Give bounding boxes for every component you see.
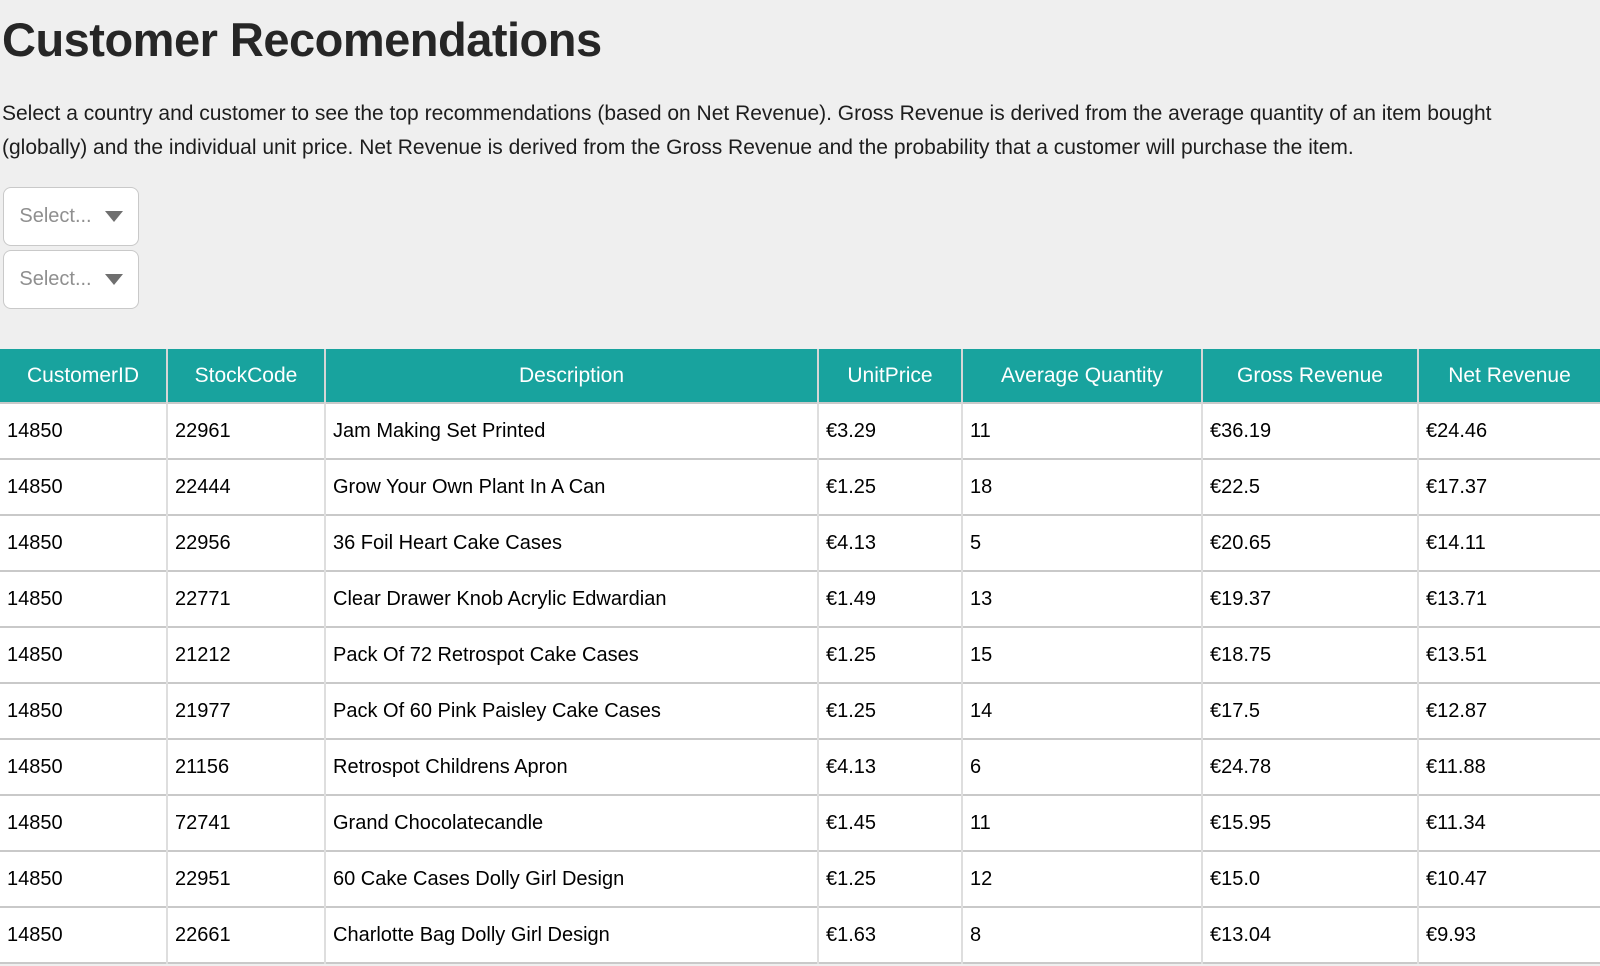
cell-gross_revenue: €22.5 — [1201, 458, 1418, 515]
table-row: 14850 72741 Grand Chocolatecandle €1.45 11 €1… — [0, 794, 1600, 851]
cell-description: Pack Of 60 Pink Paisley Cake Cases — [324, 682, 818, 739]
column-header-net-revenue: Net Revenue — [1417, 349, 1600, 403]
table-row: 14850 21156 Retrospot Childrens Apron €4.13… — [0, 738, 1600, 795]
cell-customer_id: 14850 — [0, 402, 167, 459]
cell-gross_revenue: €24.78 — [1201, 738, 1418, 795]
column-header-gross-revenue: Gross Revenue — [1201, 349, 1418, 403]
cell-description: Jam Making Set Printed — [324, 402, 818, 459]
table-header-row: CustomerID StockCode Description UnitPri… — [0, 349, 1600, 403]
cell-gross_revenue: €15.0 — [1201, 850, 1418, 907]
cell-customer_id: 14850 — [0, 458, 167, 515]
cell-net_revenue: €11.34 — [1417, 794, 1600, 851]
cell-net_revenue: €13.51 — [1417, 626, 1600, 683]
cell-unit_price: €1.63 — [817, 906, 962, 963]
cell-description: Retrospot Childrens Apron — [324, 738, 818, 795]
page-title: Customer Recomendations — [2, 13, 602, 66]
cell-net_revenue: €9.93 — [1417, 906, 1600, 963]
cell-customer_id: 14850 — [0, 906, 167, 963]
cell-average_quantity: 13 — [961, 570, 1202, 627]
cell-unit_price: €4.13 — [817, 514, 962, 571]
cell-unit_price: €1.25 — [817, 682, 962, 739]
cell-net_revenue: €17.37 — [1417, 458, 1600, 515]
cell-unit_price: €1.45 — [817, 794, 962, 851]
cell-customer_id: 14850 — [0, 626, 167, 683]
page-description: Select a country and customer to see the… — [2, 102, 1492, 159]
cell-unit_price: €1.25 — [817, 458, 962, 515]
cell-description: Grow Your Own Plant In A Can — [324, 458, 818, 515]
table-row: 14850 21212 Pack Of 72 Retrospot Cake Case… — [0, 626, 1600, 683]
cell-unit_price: €3.29 — [817, 402, 962, 459]
cell-description: Grand Chocolatecandle — [324, 794, 818, 851]
table-body: 14850 22961 Jam Making Set Printed €3.29 11 €… — [0, 402, 1600, 963]
cell-customer_id: 14850 — [0, 794, 167, 851]
table-row: 14850 22956 36 Foil Heart Cake Cases €4.13 5… — [0, 514, 1600, 571]
cell-stock_code: 22444 — [166, 458, 325, 515]
cell-stock_code: 22661 — [166, 906, 325, 963]
cell-net_revenue: €13.71 — [1417, 570, 1600, 627]
cell-gross_revenue: €20.65 — [1201, 514, 1418, 571]
cell-average_quantity: 15 — [961, 626, 1202, 683]
cell-stock_code: 22961 — [166, 402, 325, 459]
cell-average_quantity: 6 — [961, 738, 1202, 795]
country-select-placeholder: Select... — [19, 205, 92, 227]
cell-description: 60 Cake Cases Dolly Girl Design — [324, 850, 818, 907]
cell-gross_revenue: €18.75 — [1201, 626, 1418, 683]
cell-net_revenue: €24.46 — [1417, 402, 1600, 459]
customer-select-dropdown[interactable]: Select... — [3, 250, 139, 309]
cell-customer_id: 14850 — [0, 738, 167, 795]
cell-customer_id: 14850 — [0, 514, 167, 571]
cell-gross_revenue: €17.5 — [1201, 682, 1418, 739]
column-header-stock-code: StockCode — [166, 349, 325, 403]
cell-gross_revenue: €13.04 — [1201, 906, 1418, 963]
column-header-unit-price: UnitPrice — [817, 349, 962, 403]
cell-average_quantity: 14 — [961, 682, 1202, 739]
column-header-average-quantity: Average Quantity — [961, 349, 1202, 403]
cell-gross_revenue: €36.19 — [1201, 402, 1418, 459]
cell-stock_code: 72741 — [166, 794, 325, 851]
cell-net_revenue: €12.87 — [1417, 682, 1600, 739]
cell-stock_code: 22956 — [166, 514, 325, 571]
cell-customer_id: 14850 — [0, 570, 167, 627]
recommendations-table: CustomerID StockCode Description UnitPri… — [0, 349, 1600, 964]
cell-net_revenue: €14.11 — [1417, 514, 1600, 571]
cell-stock_code: 22771 — [166, 570, 325, 627]
cell-average_quantity: 12 — [961, 850, 1202, 907]
cell-stock_code: 21156 — [166, 738, 325, 795]
cell-description: Pack Of 72 Retrospot Cake Cases — [324, 626, 818, 683]
table-row: 14850 22771 Clear Drawer Knob Acrylic Edwa… — [0, 570, 1600, 627]
cell-unit_price: €1.49 — [817, 570, 962, 627]
customer-select-placeholder: Select... — [19, 268, 92, 290]
cell-average_quantity: 5 — [961, 514, 1202, 571]
cell-average_quantity: 11 — [961, 794, 1202, 851]
table-row: 14850 22961 Jam Making Set Printed €3.29 11 €… — [0, 402, 1600, 459]
cell-stock_code: 22951 — [166, 850, 325, 907]
country-select-dropdown[interactable]: Select... — [3, 187, 139, 246]
cell-gross_revenue: €19.37 — [1201, 570, 1418, 627]
cell-average_quantity: 8 — [961, 906, 1202, 963]
cell-net_revenue: €10.47 — [1417, 850, 1600, 907]
column-header-description: Description — [324, 349, 818, 403]
caret-down-icon — [104, 211, 123, 222]
table-row: 14850 22951 60 Cake Cases Dolly Girl Desig… — [0, 850, 1600, 907]
cell-customer_id: 14850 — [0, 850, 167, 907]
cell-description: 36 Foil Heart Cake Cases — [324, 514, 818, 571]
cell-gross_revenue: €15.95 — [1201, 794, 1418, 851]
cell-unit_price: €1.25 — [817, 626, 962, 683]
cell-net_revenue: €11.88 — [1417, 738, 1600, 795]
cell-customer_id: 14850 — [0, 682, 167, 739]
cell-unit_price: €1.25 — [817, 850, 962, 907]
column-header-customer-id: CustomerID — [0, 349, 167, 403]
cell-unit_price: €4.13 — [817, 738, 962, 795]
table-row: 14850 22444 Grow Your Own Plant In A Can €1… — [0, 458, 1600, 515]
cell-average_quantity: 11 — [961, 402, 1202, 459]
caret-down-icon — [104, 274, 123, 285]
cell-description: Clear Drawer Knob Acrylic Edwardian — [324, 570, 818, 627]
cell-stock_code: 21977 — [166, 682, 325, 739]
table-row: 14850 22661 Charlotte Bag Dolly Girl Desig… — [0, 906, 1600, 963]
cell-stock_code: 21212 — [166, 626, 325, 683]
table-row: 14850 21977 Pack Of 60 Pink Paisley Cake C… — [0, 682, 1600, 739]
cell-description: Charlotte Bag Dolly Girl Design — [324, 906, 818, 963]
cell-average_quantity: 18 — [961, 458, 1202, 515]
